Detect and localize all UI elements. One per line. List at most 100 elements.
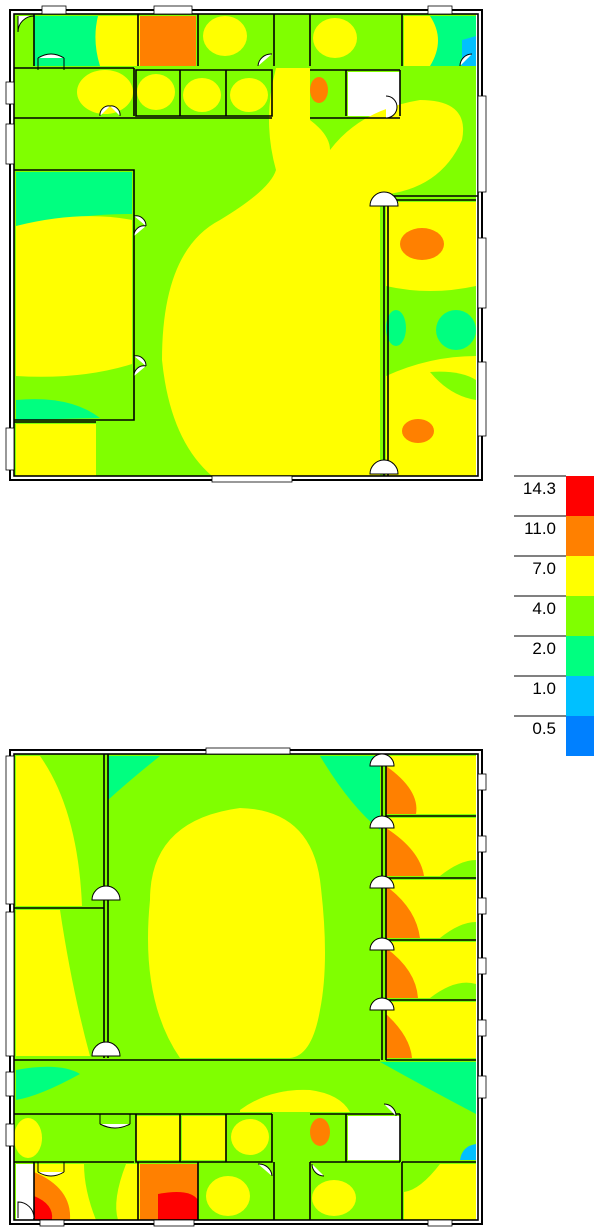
upper-right-room-hot-top [400, 228, 444, 260]
lower-corridor-teal-left [16, 1066, 80, 1100]
legend-label: 0.5 [532, 719, 556, 738]
lower-window-right-1 [477, 773, 487, 791]
upper-right-room-green-top [386, 286, 476, 376]
legend-label: 4.0 [532, 599, 556, 618]
lower-row2-room-1-yellow [14, 1118, 42, 1158]
upper-room-row2-2-yellow [137, 74, 175, 110]
upper-room-row2-3-yellow [183, 78, 221, 112]
lower-window-bottom-1 [39, 1219, 65, 1227]
upper-window-top-left [41, 5, 67, 15]
lower-bottom-room-6-green [404, 1164, 440, 1192]
lower-door-7 [91, 1041, 121, 1057]
lower-right-room-5-hot [386, 1014, 412, 1058]
legend-swatch [566, 556, 594, 596]
lower-door-3 [369, 875, 395, 889]
lower-window-left-4 [5, 1123, 15, 1147]
lower-hall-teal [320, 756, 380, 830]
lower-row2-room-2-zone [136, 1116, 180, 1160]
legend-label: 7.0 [532, 559, 556, 578]
lower-window-left-3 [5, 1071, 15, 1097]
lower-interior-walls [14, 754, 476, 1220]
upper-window-left-2 [5, 123, 15, 165]
lower-left-room-2-yellow [16, 910, 90, 1056]
lower-bottom-room-5-yellow [312, 1180, 356, 1216]
upper-door-7 [369, 459, 399, 475]
upper-hall-hot-spot [310, 77, 328, 103]
lower-bottom-room-4-zone [276, 1164, 308, 1220]
lower-row2-room-3-zone [182, 1116, 226, 1160]
upper-left-room-green-bottom [16, 399, 100, 420]
upper-room-top-3-yellow [203, 16, 247, 56]
upper-floor-plan [5, 5, 487, 483]
upper-window-right-2 [477, 237, 487, 309]
lower-bottom-room-1-red [34, 1196, 53, 1220]
upper-room-row2-4-yellow [230, 78, 268, 112]
lower-right-room-3-hot [386, 886, 420, 938]
upper-door-5 [459, 53, 473, 67]
lower-bottom-room-2-red [158, 1192, 198, 1220]
lower-right-room-2-green [440, 860, 476, 876]
lower-floor-plan [5, 747, 487, 1227]
lower-window-right-4 [477, 957, 487, 975]
upper-door-3 [257, 53, 273, 67]
color-legend: 14.3 11.0 7.0 4.0 2.0 1.0 0.5 [514, 475, 594, 756]
lower-row2-room-4-yellow [231, 1119, 269, 1155]
lower-door-1 [369, 753, 395, 767]
upper-window-right-1 [477, 95, 487, 193]
lower-right-room-4-green [430, 982, 476, 998]
lower-window-left-1 [5, 755, 15, 905]
upper-window-bottom [211, 475, 293, 483]
upper-room-top-2-zone [140, 16, 196, 66]
legend-label: 11.0 [524, 519, 556, 538]
upper-window-left-1 [5, 81, 15, 105]
upper-room-row2-1-yellow [77, 70, 133, 114]
upper-door-2 [99, 105, 121, 117]
legend-label: 2.0 [532, 639, 556, 658]
legend-swatch [566, 596, 594, 636]
upper-window-top-mid [153, 5, 193, 15]
lower-empty-room [348, 1116, 400, 1160]
upper-interior-walls [14, 14, 478, 476]
lower-window-right-2 [477, 835, 487, 853]
upper-central-yellow [162, 68, 464, 476]
lower-corridor-teal-right [380, 1062, 476, 1114]
upper-room-top-4-zone [276, 16, 308, 66]
upper-window-left-3 [5, 427, 15, 471]
upper-door-4 [385, 95, 398, 119]
lower-right-room-1-hot [386, 766, 417, 814]
upper-bottom-left-room-zone [16, 424, 96, 476]
upper-window-right-3 [477, 361, 487, 437]
lower-door-6 [91, 885, 121, 901]
lower-door-4 [369, 937, 395, 951]
lower-door-9 [383, 1103, 397, 1117]
upper-door-6 [369, 191, 399, 207]
lower-door-5 [369, 997, 395, 1011]
lower-hall-teal-left [108, 756, 160, 800]
lower-central-yellow [148, 808, 325, 1058]
lower-row2-right-cyan [460, 1144, 476, 1160]
legend-swatch [566, 636, 594, 676]
upper-right-room-green-lower [430, 371, 476, 400]
upper-right-room-hot-bottom [402, 419, 434, 443]
upper-right-room-teal-left [386, 310, 406, 346]
upper-window-top-right [427, 5, 453, 15]
lower-door-8 [99, 1114, 131, 1129]
lower-corridor-yellow [240, 1089, 350, 1112]
lower-window-bottom-3 [427, 1219, 453, 1227]
upper-left-room-green-top [16, 172, 132, 226]
upper-door-9 [133, 355, 147, 377]
lower-door-13 [311, 1163, 325, 1177]
lower-hall-hot-spot [310, 1118, 330, 1146]
upper-door-10 [37, 53, 65, 70]
upper-room-top-5-yellow [313, 18, 357, 58]
lower-door-2 [369, 815, 395, 829]
lower-window-right-6 [477, 1075, 487, 1099]
lower-right-room-4-hot [386, 948, 418, 998]
lower-window-right-3 [477, 897, 487, 915]
upper-room-top-1-yellow [95, 16, 140, 66]
legend-label: 1.0 [532, 679, 556, 698]
lower-window-left-2 [5, 911, 15, 1057]
lower-bottom-room-3-yellow [206, 1176, 250, 1216]
lower-window-right-5 [477, 1019, 487, 1037]
